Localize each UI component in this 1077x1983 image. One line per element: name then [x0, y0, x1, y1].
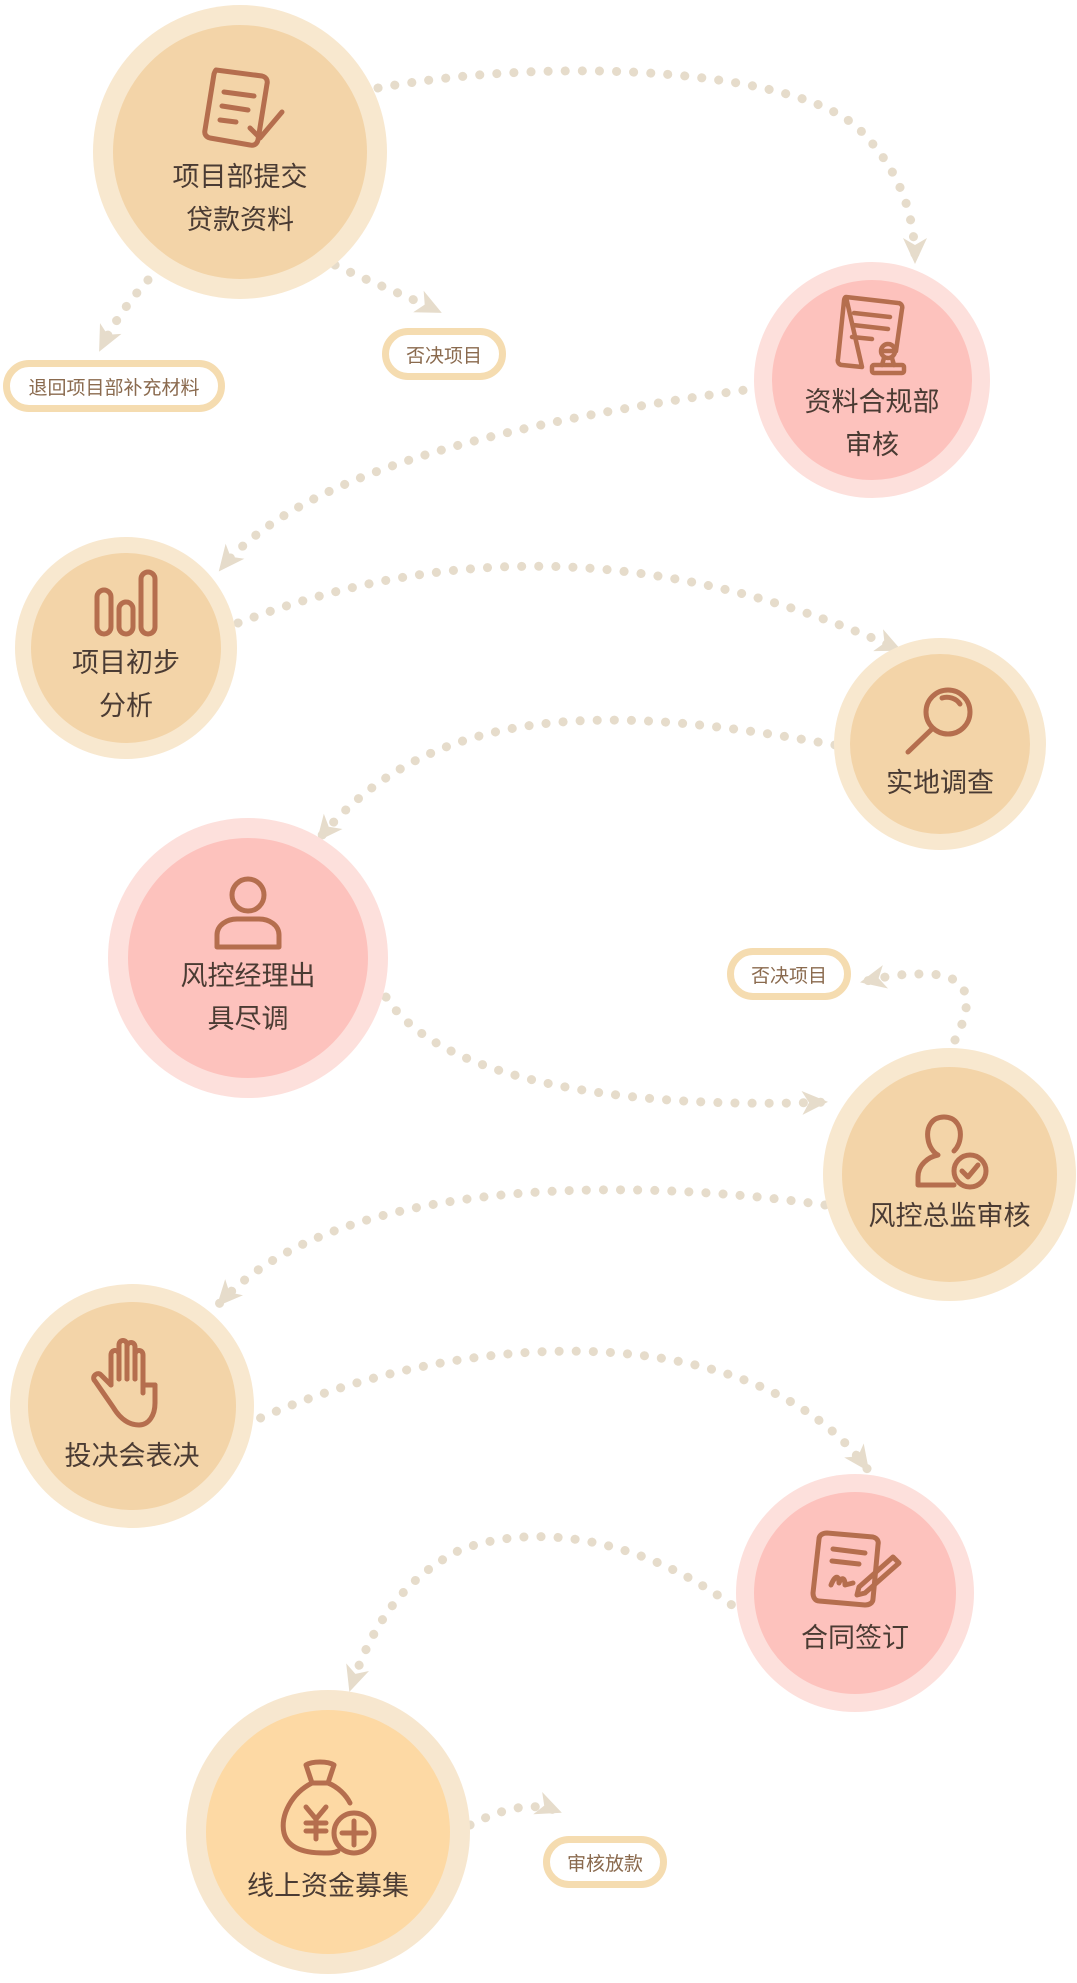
- node-contract-signing: 合同签订: [736, 1474, 974, 1712]
- node-label-line1: 合同签订: [801, 1622, 909, 1654]
- document-stamp-icon: [835, 294, 907, 376]
- node-label-line1: 投决会表决: [64, 1440, 200, 1472]
- user-check-icon: [915, 1114, 988, 1190]
- node-label-line1: 项目初步: [72, 648, 180, 679]
- node-online-fundraising: 线上资金募集: [186, 1690, 470, 1974]
- user-icon: [214, 876, 282, 950]
- node-label-line2: 贷款资料: [186, 205, 294, 236]
- document-edit-icon: [202, 67, 285, 148]
- node-inner: 风控总监审核: [842, 1067, 1057, 1282]
- connector-funding-release: [465, 1791, 565, 1830]
- node-investment-committee-vote: 投决会表决: [10, 1284, 254, 1528]
- connector-committee-contract: [240, 1346, 873, 1475]
- connector-director-committee: [213, 1185, 830, 1310]
- tag-reject-project-2: 否决项目: [727, 948, 851, 1000]
- tag-review-loan-release: 审核放款: [543, 1836, 667, 1888]
- connector-manager-director: [373, 977, 831, 1115]
- node-label-line2: 审核: [845, 430, 899, 461]
- node-label-line1: 资料合规部: [804, 387, 940, 418]
- connector-analysis-survey: [233, 561, 905, 655]
- node-label-line1: 项目部提交: [172, 162, 308, 193]
- node-inner: 合同签订: [754, 1492, 956, 1694]
- connector-contract-funding: [345, 1532, 750, 1695]
- contract-sign-icon: [810, 1530, 902, 1607]
- node-inner: 项目部提交 贷款资料: [113, 25, 367, 279]
- node-label-line1: 实地调查: [886, 767, 994, 799]
- connector-submit-compliance: [373, 66, 927, 267]
- node-compliance-review: 资料合规部 审核: [754, 262, 990, 498]
- connector-submit-reject: [330, 260, 445, 317]
- node-label-line1: 线上资金募集: [247, 1870, 409, 1902]
- tag-return-to-project-dept: 退回项目部补充材料: [3, 360, 225, 412]
- node-preliminary-analysis: 项目初步 分析: [15, 537, 237, 759]
- node-label-line1: 风控经理出: [180, 961, 316, 992]
- tag-reject-project-1: 否决项目: [382, 328, 506, 380]
- connector-submit-return: [95, 275, 153, 355]
- money-bag-add-icon: [280, 1759, 377, 1855]
- node-risk-manager-due-diligence: 风控经理出 具尽调: [108, 818, 388, 1098]
- node-inner: 投决会表决: [28, 1302, 236, 1510]
- node-label-line1: 风控总监审核: [868, 1201, 1031, 1232]
- node-field-survey: 实地调查: [834, 638, 1046, 850]
- node-risk-director-review: 风控总监审核: [823, 1048, 1076, 1301]
- node-label-line2: 分析: [99, 691, 153, 722]
- magnifier-icon: [905, 687, 973, 754]
- node-submit-materials: 项目部提交 贷款资料: [93, 5, 387, 299]
- node-inner: 线上资金募集: [206, 1710, 450, 1954]
- node-label-line2: 具尽调: [207, 1004, 289, 1035]
- node-inner: 风控经理出 具尽调: [128, 838, 368, 1078]
- connector-director-reject: [857, 965, 971, 1045]
- node-inner: 项目初步 分析: [31, 553, 221, 743]
- node-inner: 实地调查: [850, 654, 1030, 834]
- node-inner: 资料合规部 审核: [772, 280, 972, 480]
- hand-icon: [91, 1337, 158, 1427]
- connector-compliance-analysis: [215, 383, 765, 575]
- bar-chart-icon: [94, 569, 158, 637]
- connector-survey-manager: [313, 715, 840, 845]
